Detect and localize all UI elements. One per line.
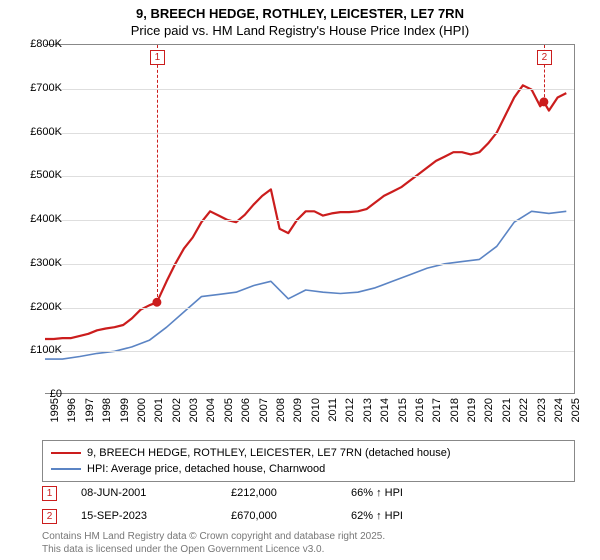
gridline	[45, 351, 574, 352]
x-axis-label: 2004	[205, 398, 217, 422]
marker-guideline	[157, 45, 158, 302]
x-axis-label: 2020	[483, 398, 495, 422]
y-axis-label: £800K	[12, 38, 62, 50]
y-axis-label: £300K	[12, 257, 62, 269]
chart-plot-area	[45, 44, 575, 394]
legend-swatch	[51, 452, 81, 454]
chart-container: 9, BREECH HEDGE, ROTHLEY, LEICESTER, LE7…	[0, 0, 600, 560]
y-axis-label: £700K	[12, 82, 62, 94]
x-axis-label: 2003	[188, 398, 200, 422]
x-axis-label: 1999	[119, 398, 131, 422]
x-axis-label: 2012	[344, 398, 356, 422]
x-axis-label: 2023	[536, 398, 548, 422]
x-axis-label: 2013	[362, 398, 374, 422]
legend-text: HPI: Average price, detached house, Char…	[87, 463, 325, 475]
x-axis-label: 2018	[449, 398, 461, 422]
x-axis-label: 2006	[240, 398, 252, 422]
x-axis-label: 2022	[518, 398, 530, 422]
y-axis-label: £400K	[12, 213, 62, 225]
gridline	[45, 220, 574, 221]
legend-text: 9, BREECH HEDGE, ROTHLEY, LEICESTER, LE7…	[87, 447, 451, 459]
x-axis-label: 1997	[84, 398, 96, 422]
x-axis-label: 2008	[275, 398, 287, 422]
x-axis-label: 2001	[153, 398, 165, 422]
x-axis-label: 2019	[466, 398, 478, 422]
gridline	[45, 176, 574, 177]
transaction-date: 08-JUN-2001	[81, 487, 231, 499]
marker-label-box: 2	[537, 50, 552, 65]
transaction-marker-icon: 2	[42, 509, 57, 524]
title-block: 9, BREECH HEDGE, ROTHLEY, LEICESTER, LE7…	[0, 0, 600, 38]
x-axis-label: 2009	[292, 398, 304, 422]
title-address: 9, BREECH HEDGE, ROTHLEY, LEICESTER, LE7…	[0, 6, 600, 21]
gridline	[45, 308, 574, 309]
y-axis-label: £600K	[12, 126, 62, 138]
x-axis-label: 2024	[553, 398, 565, 422]
x-axis-label: 1996	[66, 398, 78, 422]
gridline	[45, 133, 574, 134]
transaction-marker-icon: 1	[42, 486, 57, 501]
gridline	[45, 264, 574, 265]
transaction-row: 1 08-JUN-2001 £212,000 66% ↑ HPI	[42, 484, 575, 502]
x-axis-label: 2021	[501, 398, 513, 422]
legend-swatch	[51, 468, 81, 470]
credits-block: Contains HM Land Registry data © Crown c…	[42, 531, 575, 556]
x-axis-label: 2002	[171, 398, 183, 422]
transaction-hpi: 66% ↑ HPI	[351, 487, 471, 499]
transaction-hpi: 62% ↑ HPI	[351, 510, 471, 522]
transaction-row: 2 15-SEP-2023 £670,000 62% ↑ HPI	[42, 507, 575, 525]
legend-item: 9, BREECH HEDGE, ROTHLEY, LEICESTER, LE7…	[51, 445, 566, 461]
credits-line: Contains HM Land Registry data © Crown c…	[42, 531, 575, 544]
x-axis-label: 2025	[570, 398, 582, 422]
x-axis-label: 2016	[414, 398, 426, 422]
title-subtitle: Price paid vs. HM Land Registry's House …	[0, 23, 600, 38]
x-axis-label: 2017	[431, 398, 443, 422]
x-axis-label: 2007	[258, 398, 270, 422]
x-axis-label: 2000	[136, 398, 148, 422]
gridline	[45, 89, 574, 90]
x-axis-label: 2005	[223, 398, 235, 422]
x-axis-label: 1995	[49, 398, 61, 422]
transaction-date: 15-SEP-2023	[81, 510, 231, 522]
y-axis-label: £100K	[12, 344, 62, 356]
marker-label-box: 1	[150, 50, 165, 65]
series-line	[45, 211, 566, 359]
x-axis-label: 2015	[397, 398, 409, 422]
series-line	[45, 85, 566, 339]
legend-item: HPI: Average price, detached house, Char…	[51, 461, 566, 477]
x-axis-label: 2011	[327, 398, 339, 422]
credits-line: This data is licensed under the Open Gov…	[42, 544, 575, 557]
x-axis-label: 2010	[310, 398, 322, 422]
transaction-price: £670,000	[231, 510, 351, 522]
y-axis-label: £200K	[12, 301, 62, 313]
y-axis-label: £500K	[12, 169, 62, 181]
x-axis-label: 2014	[379, 398, 391, 422]
x-axis-label: 1998	[101, 398, 113, 422]
transaction-price: £212,000	[231, 487, 351, 499]
legend-box: 9, BREECH HEDGE, ROTHLEY, LEICESTER, LE7…	[42, 440, 575, 482]
